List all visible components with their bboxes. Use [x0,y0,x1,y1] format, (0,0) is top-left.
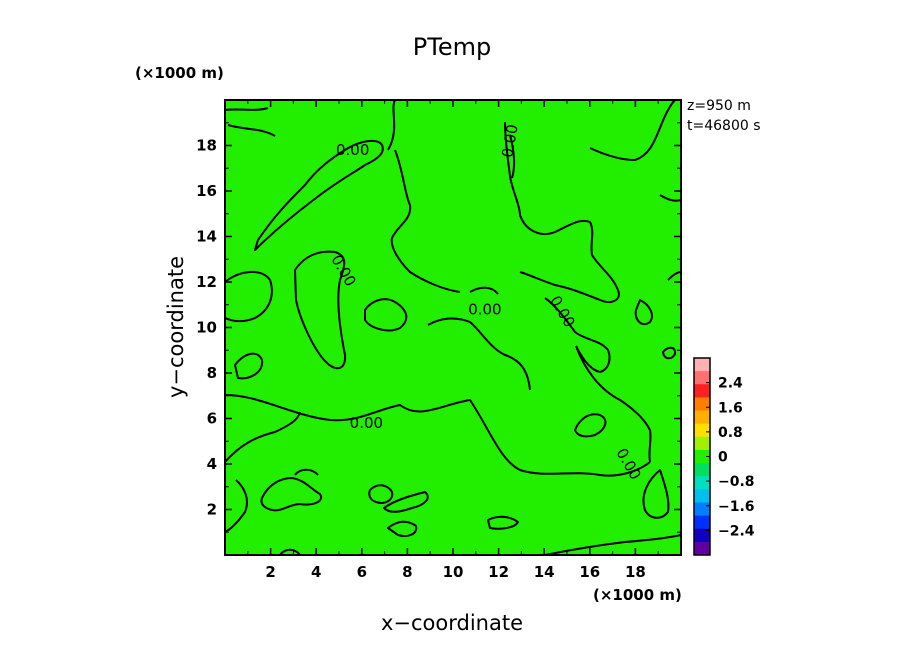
colorbar-swatch [694,423,710,438]
x-tick-label: 16 [579,563,600,581]
x-tick-label: 18 [625,563,646,581]
contour-line [575,345,652,463]
contour-line [225,107,269,111]
contour-label: 0.00 [498,123,522,159]
x-tick-label: 2 [265,563,275,581]
colorbar-tick-label: −2.4 [718,523,755,539]
plot-frame [224,99,682,556]
y-tick-label: 10 [196,319,217,337]
y-tick-label: 6 [207,410,217,428]
contour-line [634,299,653,326]
colorbar-swatch [694,515,710,530]
contour-line [469,286,499,295]
contour-line [234,352,264,380]
y-tick-label: 4 [207,455,217,473]
contour-line [225,394,651,477]
y-axis-label: y−coordinate [164,256,188,398]
contour-line [589,100,676,161]
x-tick-label: 8 [402,563,412,581]
info-line-z: z=950 m [687,98,751,114]
y-tick-label: 16 [196,182,217,200]
contour-line [509,134,516,179]
colorbar-swatch [694,463,710,477]
contour-line [225,479,248,533]
x-tick-label: 6 [357,563,367,581]
colorbar-tick-label: −0.8 [718,474,755,490]
contour-line [227,124,276,137]
colorbar-swatch [694,371,710,385]
x-tick-label: 4 [311,563,321,581]
contour-line [662,346,677,360]
x-tick-label: 12 [488,563,509,581]
y-unit-label: (×1000 m) [135,64,224,82]
contour-line [427,317,531,391]
contour-line [642,469,670,519]
info-line-t: t=46800 s [687,118,761,134]
contour-line [254,139,384,251]
axis-tick-labels: 2 4 6 8 10 12 14 16 18 2 4 6 8 10 12 14 16 18 [196,137,646,582]
colorbar-swatch [694,502,710,517]
colorbar-tick-label: 1.6 [718,400,743,416]
colorbar-swatch [694,489,710,503]
contour-line [294,468,319,476]
colorbar-tick-label: 0.8 [718,425,743,441]
colorbar-swatch [694,476,710,490]
contour-line [487,515,519,530]
colorbar-tick-label: 2.4 [718,376,743,392]
contour-line [225,411,301,463]
colorbar-tick-label: 0 [718,450,728,466]
contour-line [574,413,607,438]
contour-label: 0.00 [468,300,501,318]
colorbar-swatch [694,436,710,451]
plot-field [225,100,681,555]
colorbar-swatch [694,397,710,412]
contour-line [544,534,681,555]
contour-label: 0.00 [350,414,383,432]
colorbar-swatch [694,384,710,398]
contour-line [368,484,394,504]
contour-line [544,297,611,373]
contour-line [383,491,429,513]
x-unit-label: (×1000 m) [593,586,682,604]
contour-line [504,121,620,303]
y-tick-label: 18 [196,137,217,155]
contour-line [387,520,418,537]
colorbar-tick-label: −1.6 [718,499,755,515]
y-tick-label: 12 [196,273,217,291]
colorbar: 2.4 1.6 0.8 0 −0.8 −1.6 −2.4 [693,357,755,556]
axis-ticks [225,100,681,555]
x-tick-label: 10 [443,563,464,581]
contour-line [364,298,408,332]
contour-lines [225,100,681,555]
y-tick-label: 2 [207,501,217,519]
contour-line [260,477,323,512]
contour-label: 0.00 [336,141,369,159]
y-tick-label: 14 [196,228,217,246]
y-tick-label: 8 [207,364,217,382]
chart-title: PTemp [413,33,491,61]
colorbar-swatch [694,541,710,556]
contour-line [659,194,681,202]
colorbar-swatch [694,528,710,543]
x-tick-label: 14 [534,563,555,581]
colorbar-swatch [694,410,710,425]
contour-line [390,149,461,293]
colorbar-swatch [694,449,710,464]
contour-line [294,250,347,370]
contour-line [279,548,301,555]
contour-line [387,100,396,151]
x-axis-label: x−coordinate [381,611,523,635]
contour-line [225,271,273,323]
colorbar-swatch [694,358,710,372]
